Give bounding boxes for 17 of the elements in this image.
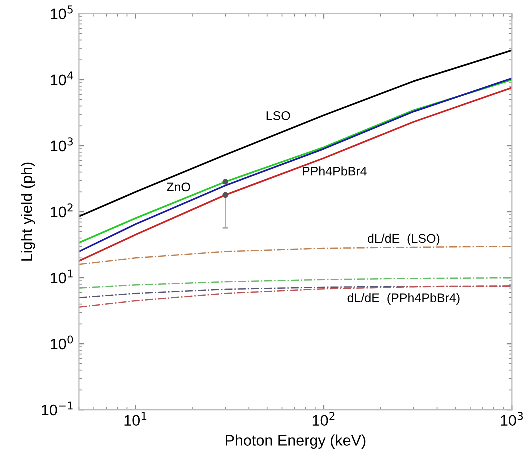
x-tick-label: 10$^{2}$ xyxy=(312,412,335,426)
x-tick-label: 10$^{1}$ xyxy=(124,412,147,426)
x-axis-title: Photon Energy (keV) xyxy=(226,434,366,449)
x-tick-label: 10$^{3}$ xyxy=(501,412,524,426)
y-tick-label: 10$^{−1}$ xyxy=(42,402,73,416)
y-tick-label: 10$^{5}$ xyxy=(51,6,73,20)
y-tick-label: 10$^{1}$ xyxy=(51,270,73,284)
y-tick-label: 10$^{3}$ xyxy=(51,138,73,152)
y-tick-label: 10$^{2}$ xyxy=(51,204,73,218)
series-label: dL/dE (PPh4PbBr4) xyxy=(348,293,460,305)
series-label: dL/dE (LSO) xyxy=(368,234,440,246)
y-tick-label: 10$^{0}$ xyxy=(51,336,74,350)
series-label: LSO xyxy=(266,111,290,120)
y-axis-title: Light yield (ph) xyxy=(21,162,36,261)
y-tick-label: 10$^{4}$ xyxy=(51,72,74,86)
series-label: PPh4PbBr4 xyxy=(303,166,367,176)
series-label: ZnO xyxy=(167,182,190,192)
